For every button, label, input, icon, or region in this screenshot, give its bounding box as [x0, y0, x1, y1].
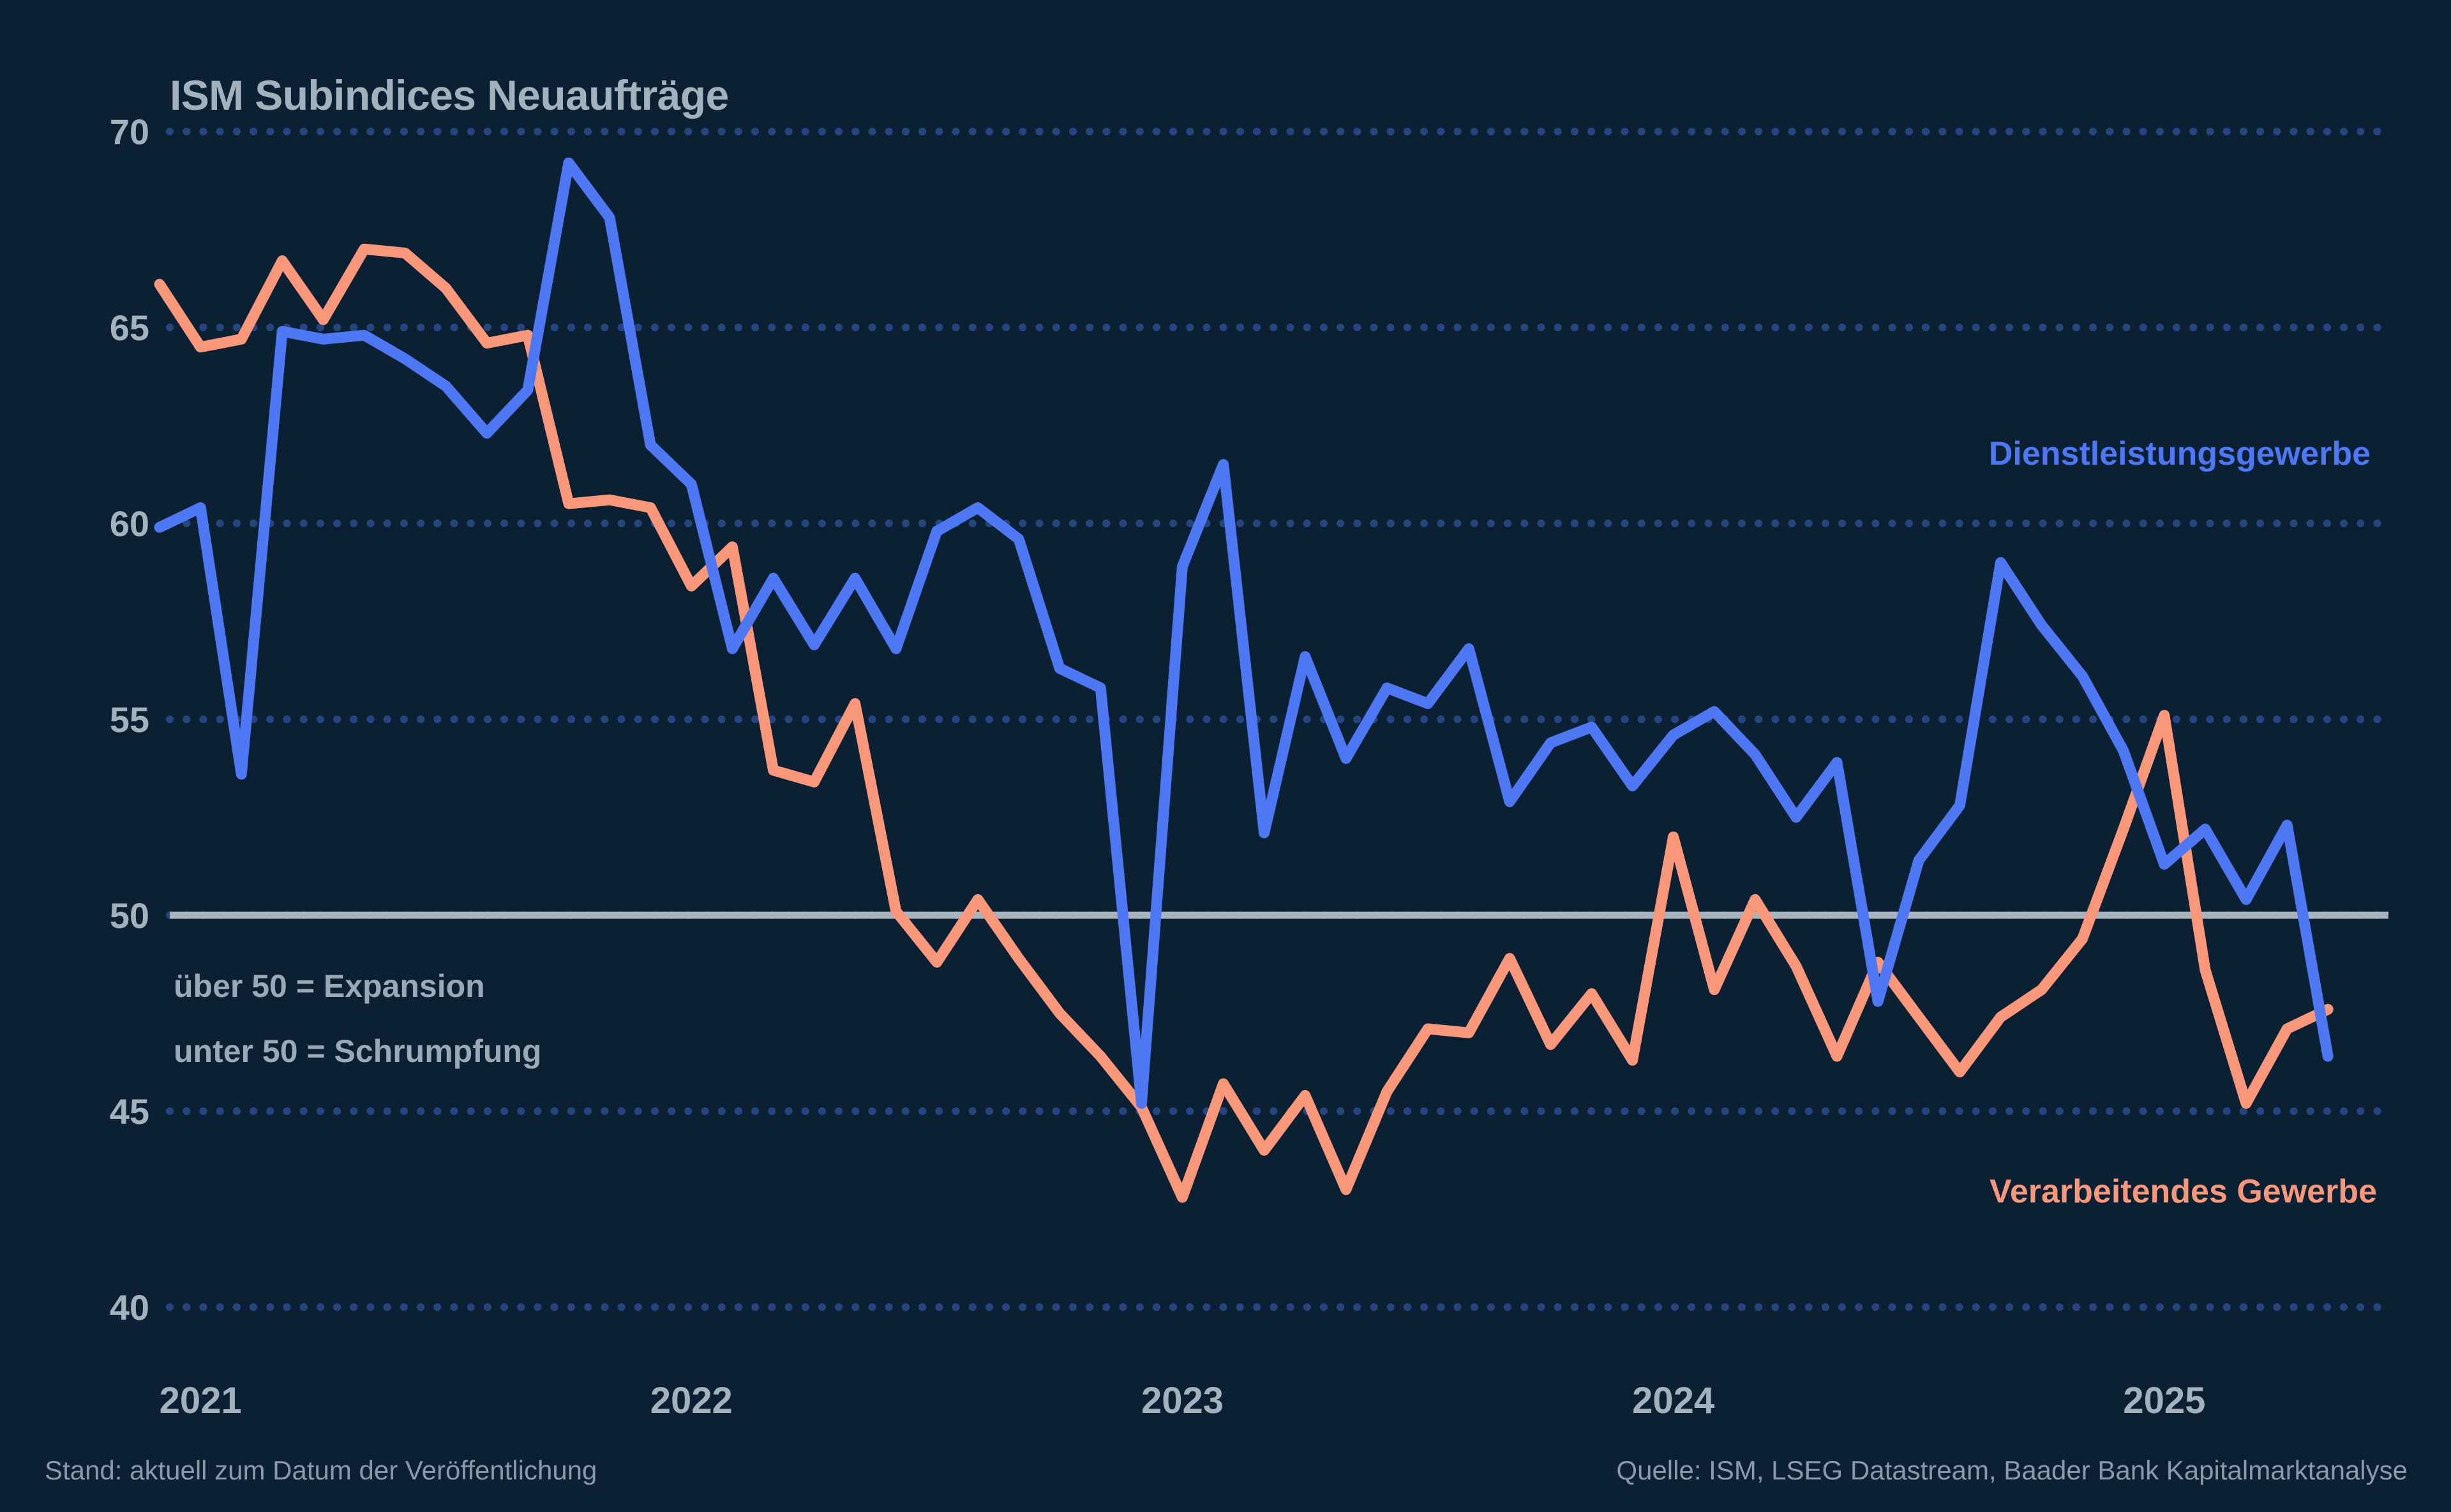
footer-status-note: Stand: aktuell zum Datum der Veröffentli…	[45, 1455, 597, 1485]
legend-label-services: Dienstleistungsgewerbe	[1989, 435, 2371, 472]
x-axis-year-labels: 2021 2022 2023 2024 2025	[160, 1380, 2206, 1421]
y-tick-label-65: 65	[110, 308, 149, 348]
annotation-expansion: über 50 = Expansion	[174, 968, 485, 1004]
data-series	[154, 157, 2334, 1203]
series-line-manufacturing	[154, 243, 2334, 1203]
x-tick-label-2022: 2022	[650, 1380, 733, 1421]
y-tick-label-70: 70	[110, 112, 149, 152]
x-tick-label-2023: 2023	[1141, 1380, 1224, 1421]
y-tick-label-50: 50	[110, 895, 149, 936]
y-tick-label-45: 45	[110, 1091, 149, 1132]
footer-source-note: Quelle: ISM, LSEG Datastream, Baader Ban…	[1616, 1455, 2408, 1485]
y-axis-tick-labels: 70 65 60 55 50 45 40	[110, 112, 149, 1328]
y-tick-label-40: 40	[110, 1287, 149, 1328]
y-tick-label-60: 60	[110, 504, 149, 544]
series-line-services	[154, 157, 2334, 1109]
chart-title: ISM Subindices Neuaufträge	[170, 71, 729, 119]
x-tick-label-2021: 2021	[160, 1380, 242, 1421]
legend-label-manufacturing: Verarbeitendes Gewerbe	[1990, 1173, 2377, 1210]
y-tick-label-55: 55	[110, 700, 149, 740]
x-tick-label-2025: 2025	[2123, 1380, 2205, 1421]
annotation-contraction: unter 50 = Schrumpfung	[174, 1033, 541, 1069]
x-tick-label-2024: 2024	[1632, 1380, 1714, 1421]
